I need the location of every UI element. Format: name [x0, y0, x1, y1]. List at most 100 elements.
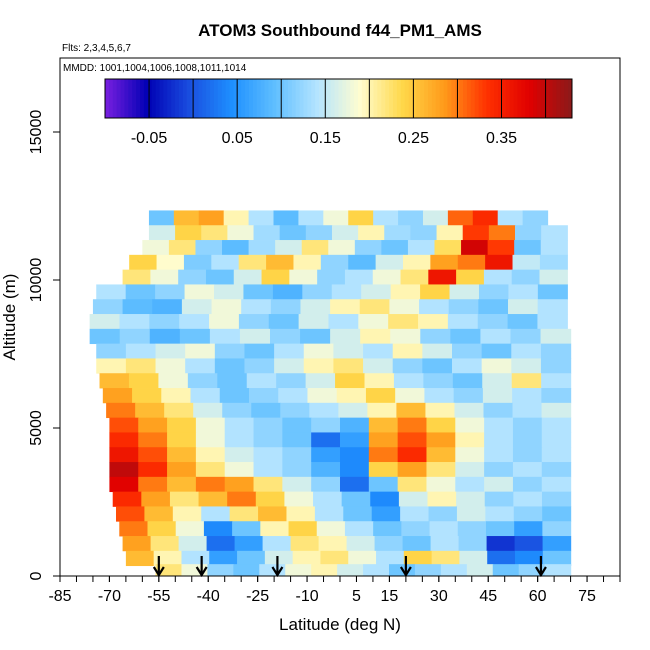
- heatmap-cell: [286, 506, 316, 522]
- x-tick-label: -25: [246, 588, 269, 605]
- heatmap-cell: [233, 564, 260, 577]
- heatmap-cell: [198, 491, 228, 507]
- colorbar-segment: [171, 79, 176, 118]
- heatmap-cell: [363, 564, 390, 577]
- heatmap-cell: [395, 388, 426, 404]
- heatmap-cell: [400, 269, 429, 285]
- heatmap-cell: [243, 284, 274, 300]
- heatmap-cell: [138, 476, 168, 493]
- heatmap-cell: [167, 447, 197, 463]
- heatmap-cell: [403, 550, 433, 567]
- heatmap-cell: [239, 328, 271, 345]
- heatmap-cell: [125, 358, 157, 374]
- heatmap-cell: [311, 476, 341, 493]
- colorbar-segment: [416, 79, 421, 118]
- heatmap-cell: [513, 491, 543, 507]
- colorbar-segment: [396, 79, 402, 118]
- heatmap-cell: [363, 358, 394, 374]
- colorbar-segment: [136, 79, 141, 118]
- heatmap-cell: [190, 388, 221, 404]
- heatmap-cell: [430, 254, 459, 271]
- colorbar-segment: [182, 79, 188, 118]
- heatmap-cell: [508, 284, 539, 300]
- heatmap-cell: [426, 417, 456, 433]
- colorbar-segment: [233, 79, 238, 118]
- y-axis-label: Altitude (m): [0, 274, 19, 361]
- colorbar-segment: [167, 79, 172, 118]
- colorbar-segment: [377, 79, 382, 118]
- heatmap-cell: [300, 328, 331, 345]
- colorbar-segment: [548, 79, 554, 118]
- colorbar-segment: [241, 79, 246, 118]
- heatmap-area: [89, 210, 572, 577]
- heatmap-cell: [152, 299, 183, 315]
- colorbar-segment: [365, 79, 371, 118]
- heatmap-cell: [307, 388, 338, 404]
- heatmap-cell: [333, 343, 364, 359]
- heatmap-cell: [427, 491, 457, 507]
- heatmap-cell: [401, 521, 431, 537]
- x-tick-label: 60: [529, 588, 547, 605]
- heatmap-cell: [343, 506, 373, 522]
- colorbar-segment: [291, 79, 297, 118]
- heatmap-cell: [514, 521, 543, 537]
- heatmap-cell: [486, 536, 516, 552]
- heatmap-cell: [313, 491, 343, 507]
- heatmap-cell: [102, 388, 133, 404]
- heatmap-cell: [370, 491, 400, 507]
- heatmap-cell: [360, 328, 391, 345]
- heatmap-cell: [340, 462, 370, 478]
- heatmap-cell: [398, 210, 424, 226]
- colorbar-tick-label: -0.05: [131, 130, 168, 147]
- colorbar-segment: [237, 79, 242, 118]
- heatmap-cell: [311, 432, 341, 448]
- colorbar-segment: [319, 79, 324, 118]
- colorbar-segment: [400, 79, 406, 118]
- colorbar-segment: [326, 79, 332, 118]
- colorbar-segment: [521, 79, 526, 118]
- heatmap-cell: [238, 254, 267, 271]
- colorbar-segment: [315, 79, 320, 118]
- heatmap-cell: [544, 564, 572, 577]
- heatmap-cell: [514, 536, 544, 552]
- heatmap-cell: [374, 536, 404, 552]
- heatmap-cell: [227, 225, 255, 241]
- heatmap-cell: [541, 402, 572, 419]
- colorbar-segment: [556, 79, 561, 118]
- heatmap-cell: [511, 373, 542, 389]
- colorbar-segment: [350, 79, 355, 118]
- heatmap-cell: [224, 447, 255, 463]
- heatmap-cell: [198, 210, 225, 226]
- colorbar-segment: [420, 79, 425, 118]
- heatmap-cell: [301, 240, 329, 256]
- heatmap-cell: [282, 447, 312, 463]
- heatmap-cell: [367, 402, 398, 419]
- heatmap-cell: [132, 388, 162, 404]
- heatmap-cell: [373, 521, 402, 537]
- heatmap-cell: [485, 521, 515, 537]
- heatmap-cell: [224, 476, 255, 493]
- colorbar-segment: [373, 79, 378, 118]
- heatmap-cell: [224, 417, 255, 433]
- colorbar-segment: [463, 79, 468, 118]
- heatmap-cell: [175, 521, 205, 537]
- colorbar-segment: [299, 79, 304, 118]
- colorbar-segment: [280, 79, 285, 118]
- colorbar-segment: [198, 79, 203, 118]
- heatmap-cell: [541, 447, 572, 463]
- heatmap-cell: [340, 476, 370, 493]
- heatmap-cell: [138, 447, 168, 463]
- heatmap-cell: [515, 550, 544, 567]
- colorbar-segment: [424, 79, 429, 118]
- heatmap-cell: [537, 284, 568, 300]
- heatmap-cell: [484, 476, 514, 493]
- heatmap-cell: [466, 564, 494, 577]
- heatmap-cell: [150, 536, 180, 552]
- colorbar-segment: [529, 79, 534, 118]
- heatmap-cell: [303, 358, 335, 374]
- heatmap-cell: [244, 343, 275, 359]
- heatmap-cell: [222, 240, 250, 256]
- heatmap-cell: [122, 536, 152, 552]
- y-tick-label: 0: [28, 571, 45, 580]
- heatmap-cell: [167, 417, 197, 433]
